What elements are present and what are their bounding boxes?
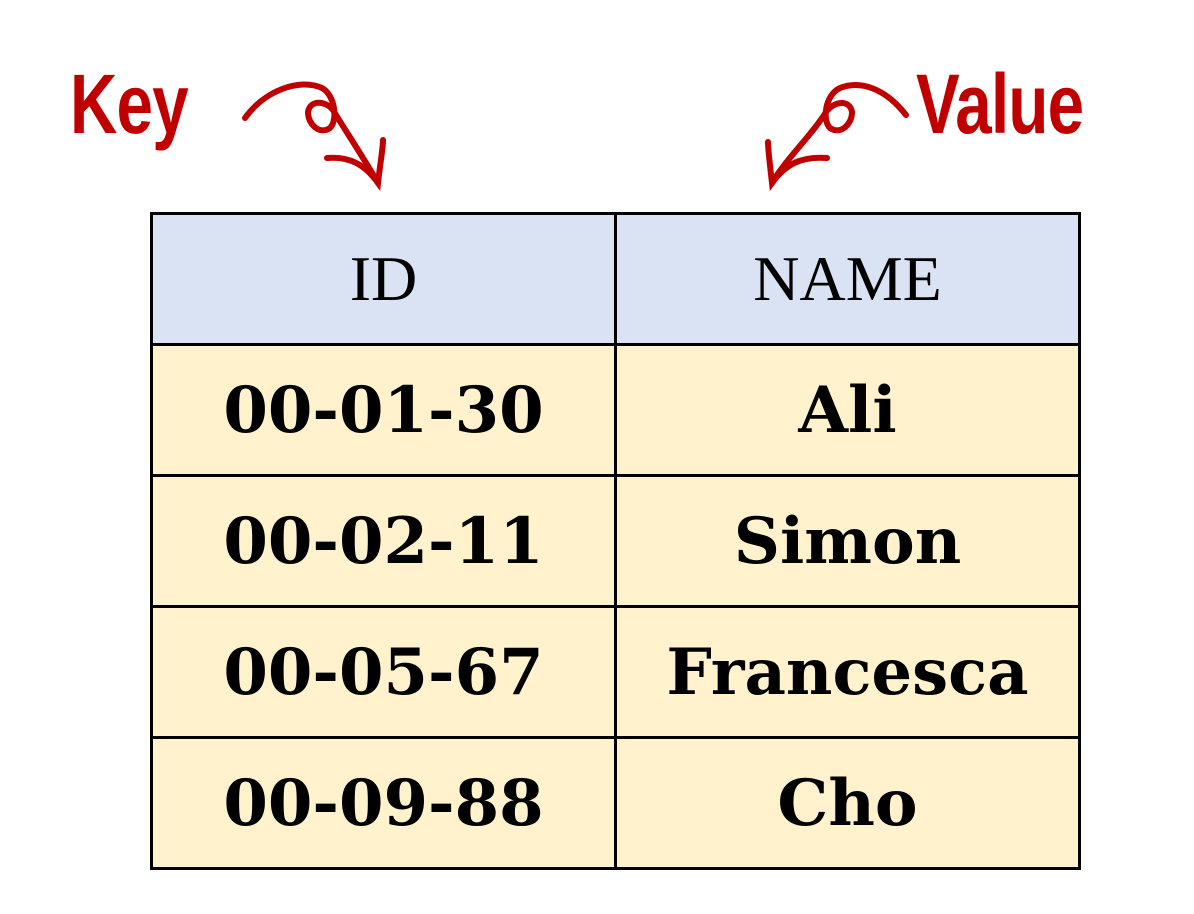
id-cell: 00-05-67 [150, 605, 617, 739]
value-arrowhead-icon [765, 139, 830, 192]
name-cell: Simon [614, 474, 1081, 608]
header-row: ID NAME [150, 212, 1081, 346]
key-value-table: ID NAME 00-01-30 Ali 00-02-11 Simon 00-0… [150, 212, 1081, 870]
header-id: ID [150, 212, 617, 346]
table-row: 00-01-30 Ali [150, 343, 1081, 477]
header-name: NAME [614, 212, 1081, 346]
id-cell: 00-02-11 [150, 474, 617, 608]
id-cell: 00-01-30 [150, 343, 617, 477]
key-label: Key [70, 57, 189, 151]
table-row: 00-02-11 Simon [150, 474, 1081, 608]
value-label: Value [916, 57, 1084, 151]
name-cell: Ali [614, 343, 1081, 477]
id-cell: 00-09-88 [150, 736, 617, 870]
value-arrow-icon [769, 82, 909, 186]
table-row: 00-05-67 Francesca [150, 605, 1081, 739]
key-arrowhead-icon [324, 137, 386, 192]
name-cell: Cho [614, 736, 1081, 870]
table-row: 00-09-88 Cho [150, 736, 1081, 870]
name-cell: Francesca [614, 605, 1081, 739]
key-arrow-icon [242, 81, 381, 186]
